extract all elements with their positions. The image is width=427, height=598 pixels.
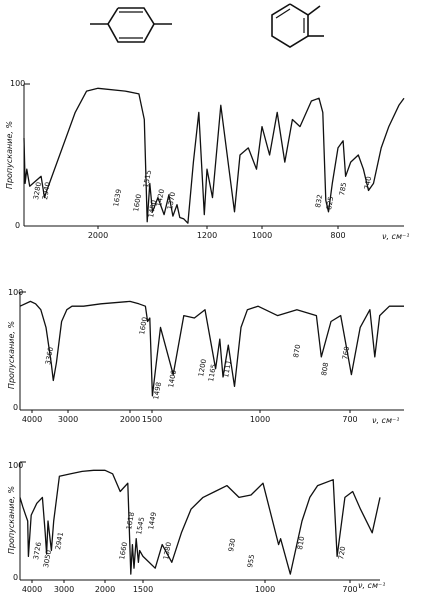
y-axis-label: Пропускание, % xyxy=(5,121,14,189)
peak-label: 720 xyxy=(337,546,347,561)
peak-label: 832 xyxy=(314,194,324,209)
x-tick-label: 1000 xyxy=(255,585,275,594)
peak-label: 3280 xyxy=(32,181,43,200)
x-tick-label: 1500 xyxy=(142,415,162,424)
peak-label: 2941 xyxy=(54,531,65,550)
peak-label: 870 xyxy=(292,344,302,359)
peak-label: 1165 xyxy=(207,363,218,382)
x-tick-label: 1000 xyxy=(250,415,270,424)
peak-label: 3360 xyxy=(44,346,55,365)
peak-label: 1449 xyxy=(147,511,158,530)
peak-label: 740 xyxy=(363,176,373,191)
y-tick-label: 100 xyxy=(10,79,25,88)
peak-label: 2940 xyxy=(41,181,52,200)
y-tick-label: 100 xyxy=(8,461,23,470)
x-tick-label: 800 xyxy=(330,231,345,240)
peak-label: 1660 xyxy=(118,541,129,560)
x-tick-label: 3000 xyxy=(54,585,74,594)
spectrum-line xyxy=(19,300,404,397)
x-tick-label: 700 xyxy=(342,585,357,594)
peak-label: 810 xyxy=(296,536,306,551)
y-tick-label: 0 xyxy=(13,403,18,412)
peak-label: 1618 xyxy=(125,511,136,530)
peak-label: 825 xyxy=(325,196,335,211)
x-tick-label: 1200 xyxy=(197,231,217,240)
spectrum-line xyxy=(23,87,405,224)
y-tick-label: 0 xyxy=(13,573,18,582)
x-tick-label: 1000 xyxy=(252,231,272,240)
peak-label: 760 xyxy=(341,346,351,361)
peak-label: 1545 xyxy=(135,516,146,535)
peak-label: 1600 xyxy=(138,316,149,335)
x-tick-label: 2000 xyxy=(88,231,108,240)
peak-label: 1380 xyxy=(162,541,173,560)
x-axis-label: ν, см⁻¹ xyxy=(382,232,409,241)
peak-label: 1200 xyxy=(197,358,208,377)
x-tick-label: 2000 xyxy=(120,415,140,424)
y-tick-label: 0 xyxy=(15,221,20,230)
molecule-structure-2 xyxy=(271,3,324,48)
x-axis-label: ν, см⁻¹ xyxy=(372,416,399,425)
peak-label: 930 xyxy=(227,538,237,553)
x-tick-label: 4000 xyxy=(22,585,42,594)
peak-label: 1600 xyxy=(132,193,143,212)
molecule-structure-1 xyxy=(90,7,172,43)
x-tick-label: 2000 xyxy=(95,585,115,594)
peak-label: 1420 xyxy=(155,188,166,207)
peak-label: 1450 xyxy=(147,199,158,218)
y-axis-label: Пропускание, % xyxy=(7,486,16,554)
peak-label: 3726 xyxy=(32,541,43,560)
peak-label: 1370 xyxy=(166,191,177,210)
peak-label: 3050 xyxy=(42,549,53,568)
x-axis-label: ν, см⁻¹ xyxy=(358,581,385,590)
peak-label: 1111 xyxy=(222,359,233,378)
y-axis-label: Пропускание, % xyxy=(7,321,16,389)
peak-label: 808 xyxy=(320,362,330,377)
peak-label: 785 xyxy=(338,182,348,197)
x-tick-label: 4000 xyxy=(22,415,42,424)
peak-label: 1639 xyxy=(112,188,123,207)
peak-label: 955 xyxy=(246,554,256,569)
x-tick-label: 1500 xyxy=(133,585,153,594)
peak-label: 1498 xyxy=(152,381,163,400)
x-tick-label: 700 xyxy=(342,415,357,424)
spectrum-line xyxy=(19,469,381,575)
peak-label: 1400 xyxy=(167,369,178,388)
y-tick-label: 100 xyxy=(8,288,23,297)
x-tick-label: 3000 xyxy=(58,415,78,424)
peak-label: 1515 xyxy=(142,169,153,188)
